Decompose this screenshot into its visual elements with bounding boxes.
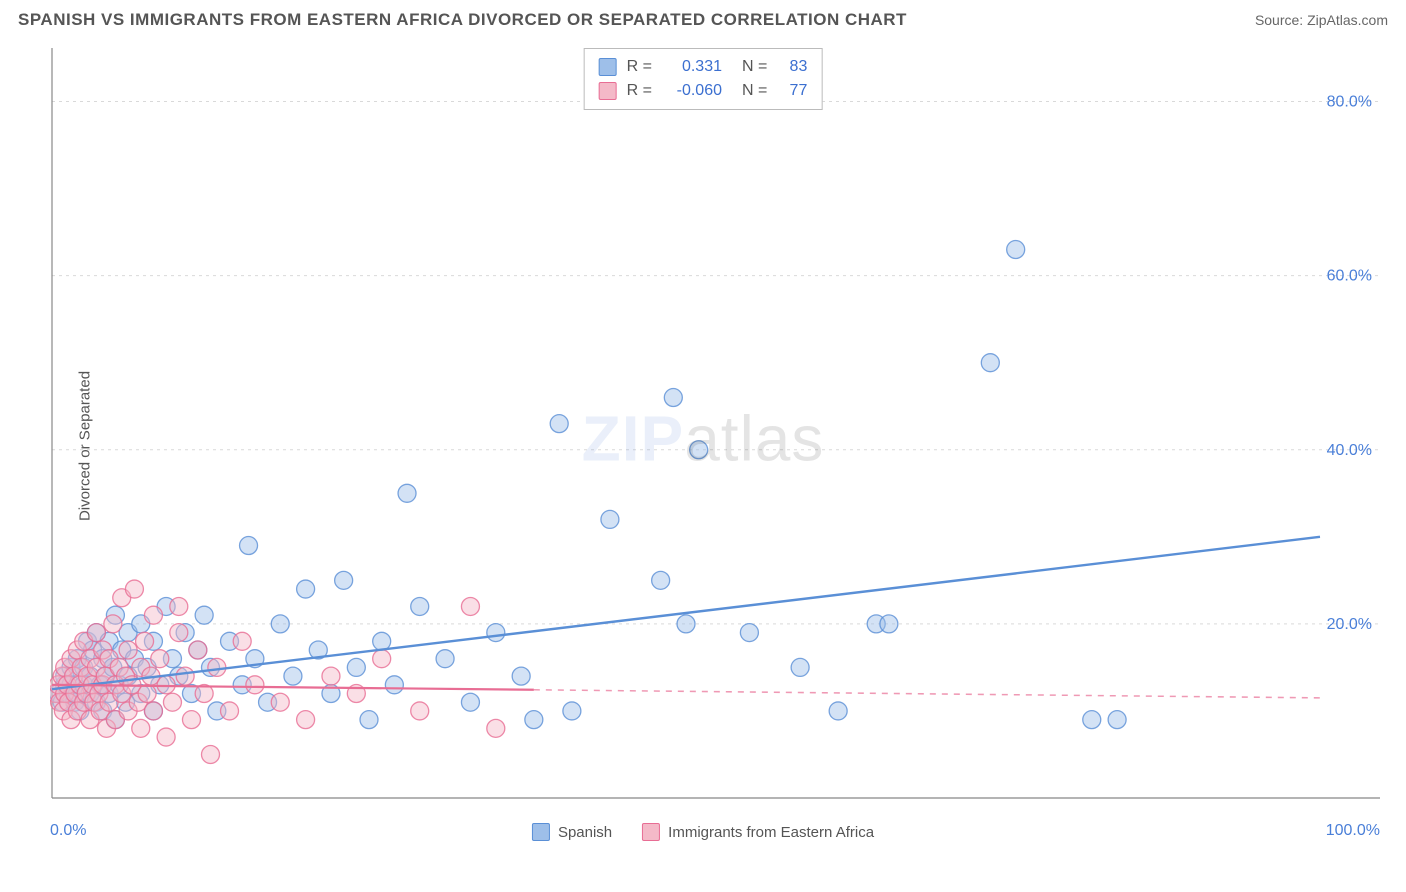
scatter-point-eafrica bbox=[176, 667, 194, 685]
r-value: 0.331 bbox=[662, 55, 722, 79]
chart-area: 20.0% 40.0% 60.0% 80.0% bbox=[50, 48, 1380, 818]
scatter-point-eafrica bbox=[157, 728, 175, 746]
legend-swatch-icon bbox=[532, 823, 550, 841]
scatter-point-spanish bbox=[677, 615, 695, 633]
scatter-point-eafrica bbox=[189, 641, 207, 659]
legend-swatch-icon bbox=[599, 58, 617, 76]
scatter-point-eafrica bbox=[271, 693, 289, 711]
y-tick-label: 40.0% bbox=[1327, 442, 1372, 459]
scatter-point-eafrica bbox=[157, 676, 175, 694]
scatter-point-eafrica bbox=[170, 624, 188, 642]
scatter-point-eafrica bbox=[104, 615, 122, 633]
scatter-point-spanish bbox=[829, 702, 847, 720]
scatter-point-eafrica bbox=[487, 719, 505, 737]
scatter-point-spanish bbox=[740, 624, 758, 642]
scatter-point-eafrica bbox=[144, 606, 162, 624]
r-label: R = bbox=[627, 55, 652, 79]
header: SPANISH VS IMMIGRANTS FROM EASTERN AFRIC… bbox=[18, 10, 1388, 30]
scatter-point-eafrica bbox=[233, 632, 251, 650]
series-legend: Spanish Immigrants from Eastern Africa bbox=[532, 823, 874, 841]
legend-row-spanish: R = 0.331 N = 83 bbox=[599, 55, 808, 79]
scatter-point-spanish bbox=[525, 711, 543, 729]
scatter-point-eafrica bbox=[151, 650, 169, 668]
scatter-point-spanish bbox=[512, 667, 530, 685]
scatter-point-spanish bbox=[664, 389, 682, 407]
n-label: N = bbox=[742, 55, 767, 79]
scatter-point-eafrica bbox=[119, 641, 137, 659]
source-prefix: Source: bbox=[1255, 12, 1307, 28]
scatter-point-eafrica bbox=[297, 711, 315, 729]
n-value: 83 bbox=[777, 55, 807, 79]
scatter-point-spanish bbox=[195, 606, 213, 624]
scatter-point-eafrica bbox=[163, 693, 181, 711]
scatter-point-spanish bbox=[240, 537, 258, 555]
scatter-point-spanish bbox=[436, 650, 454, 668]
scatter-point-spanish bbox=[981, 354, 999, 372]
y-tick-label: 20.0% bbox=[1327, 616, 1372, 633]
legend-swatch-icon bbox=[642, 823, 660, 841]
scatter-point-spanish bbox=[411, 597, 429, 615]
scatter-point-eafrica bbox=[132, 719, 150, 737]
scatter-point-eafrica bbox=[138, 685, 156, 703]
scatter-point-eafrica bbox=[221, 702, 239, 720]
scatter-point-spanish bbox=[284, 667, 302, 685]
scatter-point-eafrica bbox=[144, 702, 162, 720]
y-tick-label: 80.0% bbox=[1327, 94, 1372, 111]
scatter-chart: 20.0% 40.0% 60.0% 80.0% bbox=[50, 48, 1380, 818]
source-credit: Source: ZipAtlas.com bbox=[1255, 12, 1388, 28]
n-label: N = bbox=[742, 79, 767, 103]
scatter-point-eafrica bbox=[411, 702, 429, 720]
legend-label: Immigrants from Eastern Africa bbox=[668, 824, 874, 841]
source-link[interactable]: ZipAtlas.com bbox=[1307, 12, 1388, 28]
r-label: R = bbox=[627, 79, 652, 103]
scatter-point-spanish bbox=[690, 441, 708, 459]
trend-line-spanish bbox=[52, 537, 1320, 689]
scatter-point-eafrica bbox=[373, 650, 391, 668]
scatter-point-spanish bbox=[360, 711, 378, 729]
scatter-point-spanish bbox=[385, 676, 403, 694]
scatter-point-spanish bbox=[880, 615, 898, 633]
n-value: 77 bbox=[777, 79, 807, 103]
scatter-point-spanish bbox=[791, 658, 809, 676]
scatter-point-spanish bbox=[652, 571, 670, 589]
trend-line-ext-eafrica bbox=[534, 690, 1320, 698]
x-max-label: 100.0% bbox=[1326, 822, 1380, 840]
legend-item-spanish: Spanish bbox=[532, 823, 612, 841]
scatter-point-spanish bbox=[550, 415, 568, 433]
x-min-label: 0.0% bbox=[50, 822, 86, 840]
scatter-point-eafrica bbox=[202, 745, 220, 763]
scatter-point-eafrica bbox=[136, 632, 154, 650]
r-value: -0.060 bbox=[662, 79, 722, 103]
scatter-point-spanish bbox=[271, 615, 289, 633]
scatter-point-eafrica bbox=[246, 676, 264, 694]
scatter-point-spanish bbox=[1108, 711, 1126, 729]
scatter-point-spanish bbox=[398, 484, 416, 502]
scatter-point-eafrica bbox=[87, 624, 105, 642]
scatter-point-spanish bbox=[563, 702, 581, 720]
scatter-point-eafrica bbox=[322, 667, 340, 685]
scatter-point-spanish bbox=[461, 693, 479, 711]
scatter-point-spanish bbox=[487, 624, 505, 642]
scatter-point-spanish bbox=[347, 658, 365, 676]
legend-item-eafrica: Immigrants from Eastern Africa bbox=[642, 823, 874, 841]
scatter-point-eafrica bbox=[125, 580, 143, 598]
correlation-legend: R = 0.331 N = 83 R = -0.060 N = 77 bbox=[584, 48, 823, 110]
page-title: SPANISH VS IMMIGRANTS FROM EASTERN AFRIC… bbox=[18, 10, 907, 30]
legend-row-eafrica: R = -0.060 N = 77 bbox=[599, 79, 808, 103]
scatter-point-eafrica bbox=[170, 597, 188, 615]
scatter-point-eafrica bbox=[461, 597, 479, 615]
legend-swatch-icon bbox=[599, 82, 617, 100]
y-tick-label: 60.0% bbox=[1327, 268, 1372, 285]
scatter-point-spanish bbox=[335, 571, 353, 589]
scatter-point-spanish bbox=[601, 510, 619, 528]
scatter-point-spanish bbox=[1007, 241, 1025, 259]
scatter-point-eafrica bbox=[182, 711, 200, 729]
scatter-point-spanish bbox=[1083, 711, 1101, 729]
legend-label: Spanish bbox=[558, 824, 612, 841]
scatter-point-spanish bbox=[297, 580, 315, 598]
scatter-point-spanish bbox=[373, 632, 391, 650]
